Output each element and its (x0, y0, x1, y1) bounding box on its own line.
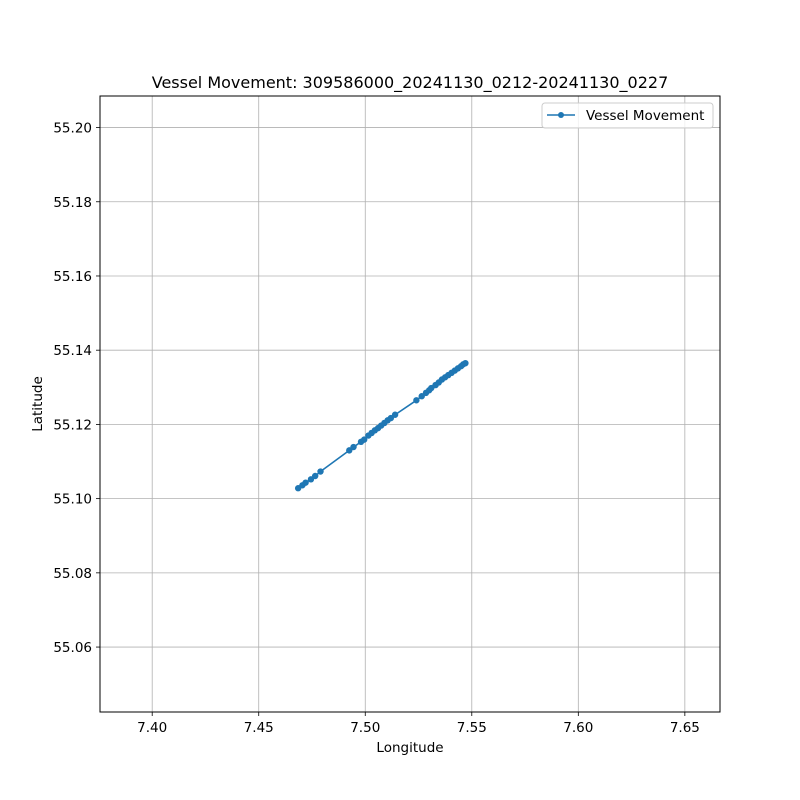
legend-marker-swatch (558, 112, 564, 118)
legend: Vessel Movement (541, 102, 714, 129)
legend-label: Vessel Movement (586, 108, 704, 124)
y-axis: 55.06 55.08 55.10 55.12 55.14 55.16 55.18 55.20 (53, 121, 100, 656)
x-tick-label: 7.65 (670, 720, 700, 736)
series-layer (294, 359, 469, 492)
plot-frame (99, 95, 721, 713)
x-tick-label: 7.40 (137, 720, 167, 736)
data-point (462, 359, 469, 367)
x-axis-label: Longitude (376, 740, 443, 756)
y-tick-label: 55.20 (53, 121, 92, 137)
legend-box (541, 102, 714, 129)
data-point (360, 436, 368, 443)
data-point (391, 411, 399, 418)
y-tick-label: 55.10 (53, 492, 92, 508)
y-axis-label: Latitude (30, 376, 46, 432)
y-tick-label: 55.16 (53, 269, 92, 285)
data-point (311, 472, 319, 480)
x-tick-label: 7.55 (457, 720, 487, 736)
y-tick-label: 55.18 (53, 195, 92, 211)
y-tick-label: 55.14 (53, 343, 92, 359)
data-point (350, 443, 357, 451)
data-point (317, 468, 324, 475)
x-axis: 7.40 7.45 7.50 7.55 7.60 7.65 (137, 712, 700, 736)
y-tick-label: 55.06 (53, 640, 92, 656)
x-tick-label: 7.45 (244, 720, 274, 736)
data-point (413, 397, 420, 404)
x-tick-label: 7.60 (563, 720, 593, 736)
y-tick-label: 55.12 (53, 417, 92, 433)
y-tick-label: 55.08 (53, 566, 92, 582)
chart-title: Vessel Movement: 309586000_20241130_0212… (152, 73, 669, 93)
x-tick-label: 7.50 (350, 720, 380, 736)
data-point (302, 479, 309, 486)
